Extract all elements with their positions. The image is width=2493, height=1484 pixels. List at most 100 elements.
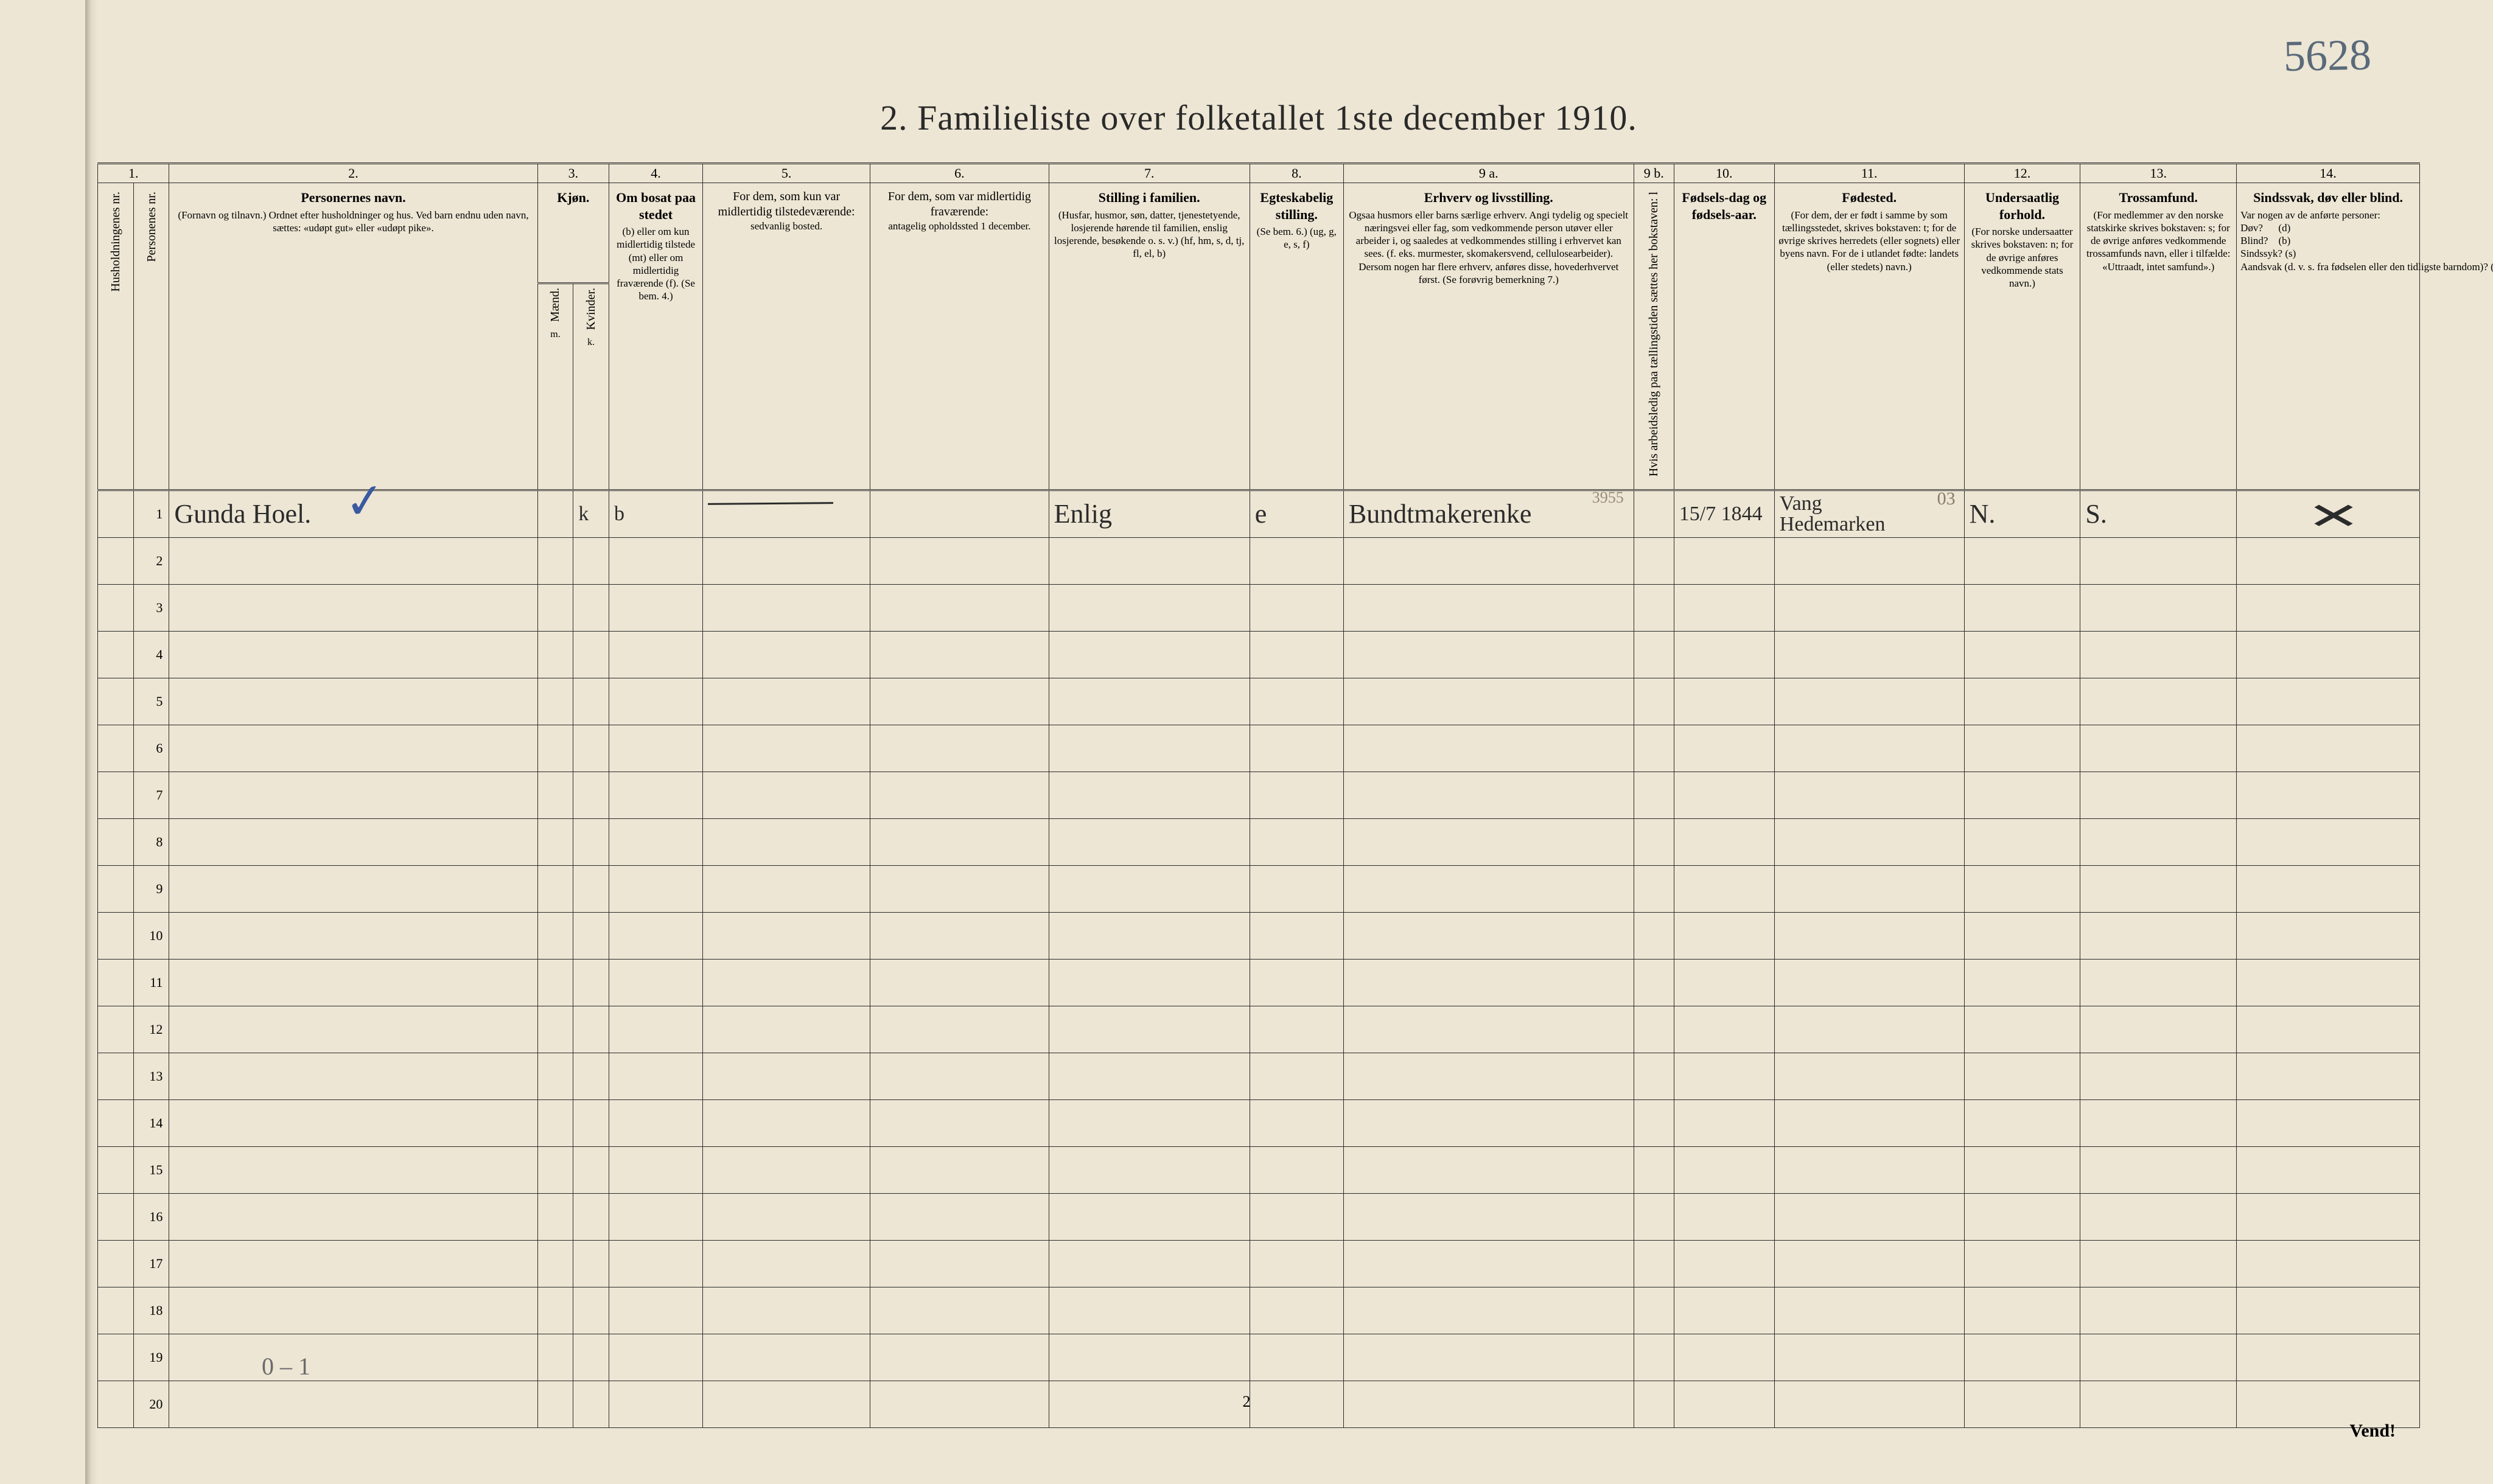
empty-cell [2080, 1194, 2237, 1241]
empty-cell [1964, 1381, 2080, 1428]
empty-cell [2237, 1053, 2420, 1100]
empty-cell [1964, 1194, 2080, 1241]
hushold-nr-cell [98, 1147, 134, 1194]
hushold-nr-cell [98, 1100, 134, 1147]
empty-cell [1049, 678, 1250, 725]
hdr-mand: Mænd. m. [537, 283, 573, 490]
empty-cell [703, 1334, 870, 1381]
empty-cell [1634, 1147, 1674, 1194]
empty-cell [609, 1381, 703, 1428]
empty-cell [537, 772, 573, 819]
empty-cell [870, 772, 1049, 819]
empty-cell [1343, 866, 1634, 913]
empty-cell [609, 1053, 703, 1100]
empty-cell [870, 632, 1049, 678]
empty-cell [573, 585, 609, 632]
empty-cell [609, 1100, 703, 1147]
empty-cell [537, 1287, 573, 1334]
empty-cell [573, 1287, 609, 1334]
empty-cell [1049, 725, 1250, 772]
empty-cell [573, 1334, 609, 1381]
hdr-arbeidsledig: Hvis arbeidsledig paa tællingstiden sætt… [1634, 183, 1674, 490]
empty-cell [537, 1006, 573, 1053]
empty-cell [1674, 1194, 1774, 1241]
hdr-person-nr: Personenes nr. [133, 183, 169, 490]
footer-page-number: 2 [1243, 1393, 1251, 1411]
empty-cell [609, 1194, 703, 1241]
empty-cell [169, 866, 537, 913]
rownum-cell: 16 [133, 1194, 169, 1241]
empty-cell [1774, 1053, 1964, 1100]
empty-cell [1774, 913, 1964, 960]
empty-cell [870, 1334, 1049, 1381]
empty-cell [1634, 1100, 1674, 1147]
empty-cell [1343, 960, 1634, 1006]
empty-cell [537, 913, 573, 960]
empty-cell [1674, 866, 1774, 913]
empty-cell [1774, 632, 1964, 678]
rownum-cell: 4 [133, 632, 169, 678]
empty-cell [2080, 1100, 2237, 1147]
hdr-fodsel: Fødsels-dag og fødsels-aar. [1674, 183, 1774, 490]
empty-cell [609, 678, 703, 725]
empty-cell [1250, 1006, 1343, 1053]
empty-cell [1774, 1241, 1964, 1287]
empty-cell [703, 1241, 870, 1287]
empty-cell [2080, 678, 2237, 725]
empty-cell [1634, 1194, 1674, 1241]
hushold-nr-cell [98, 772, 134, 819]
empty-cell [1964, 866, 2080, 913]
empty-cell [573, 1053, 609, 1100]
hushold-nr-cell [98, 725, 134, 772]
empty-cell [1634, 772, 1674, 819]
empty-cell [537, 725, 573, 772]
empty-cell [1634, 1287, 1674, 1334]
table-body: 1 Gunda Hoel. ✓ k b Enlig e 3955 [98, 490, 2420, 1428]
empty-cell [1634, 585, 1674, 632]
hushold-nr-cell [98, 913, 134, 960]
empty-cell [1634, 913, 1674, 960]
empty-cell [573, 538, 609, 585]
empty-cell [1674, 1006, 1774, 1053]
table-row: 19 [98, 1334, 2420, 1381]
empty-cell [537, 1194, 573, 1241]
empty-cell [2080, 1006, 2237, 1053]
empty-cell [1674, 1334, 1774, 1381]
empty-cell [1774, 866, 1964, 913]
empty-cell [1674, 632, 1774, 678]
empty-cell [1964, 960, 2080, 1006]
empty-cell [1250, 538, 1343, 585]
rownum-cell: 20 [133, 1381, 169, 1428]
empty-cell [1250, 632, 1343, 678]
empty-cell [1674, 913, 1774, 960]
empty-cell [1343, 678, 1634, 725]
table-row: 11 [98, 960, 2420, 1006]
empty-cell [1049, 1100, 1250, 1147]
empty-cell [703, 585, 870, 632]
empty-cell [703, 538, 870, 585]
hushold-nr-cell [98, 1053, 134, 1100]
rownum-cell: 3 [133, 585, 169, 632]
empty-cell [537, 678, 573, 725]
long-dash [708, 502, 834, 505]
empty-cell [1964, 1287, 2080, 1334]
empty-cell [1343, 772, 1634, 819]
table-row: 3 [98, 585, 2420, 632]
empty-cell [2080, 1053, 2237, 1100]
stilling-fam-cell: Enlig [1049, 490, 1250, 538]
empty-cell [2237, 913, 2420, 960]
empty-cell [703, 772, 870, 819]
margin-scribble: 0 – 1 [262, 1352, 310, 1381]
empty-cell [609, 819, 703, 866]
colnum-9b: 9 b. [1634, 164, 1674, 183]
empty-cell [2080, 538, 2237, 585]
empty-cell [609, 538, 703, 585]
empty-cell [2237, 1287, 2420, 1334]
empty-cell [169, 1053, 537, 1100]
empty-cell [573, 1381, 609, 1428]
empty-cell [169, 1100, 537, 1147]
hushold-nr-cell [98, 819, 134, 866]
rownum-cell: 19 [133, 1334, 169, 1381]
empty-cell [1250, 678, 1343, 725]
empty-cell [169, 632, 537, 678]
